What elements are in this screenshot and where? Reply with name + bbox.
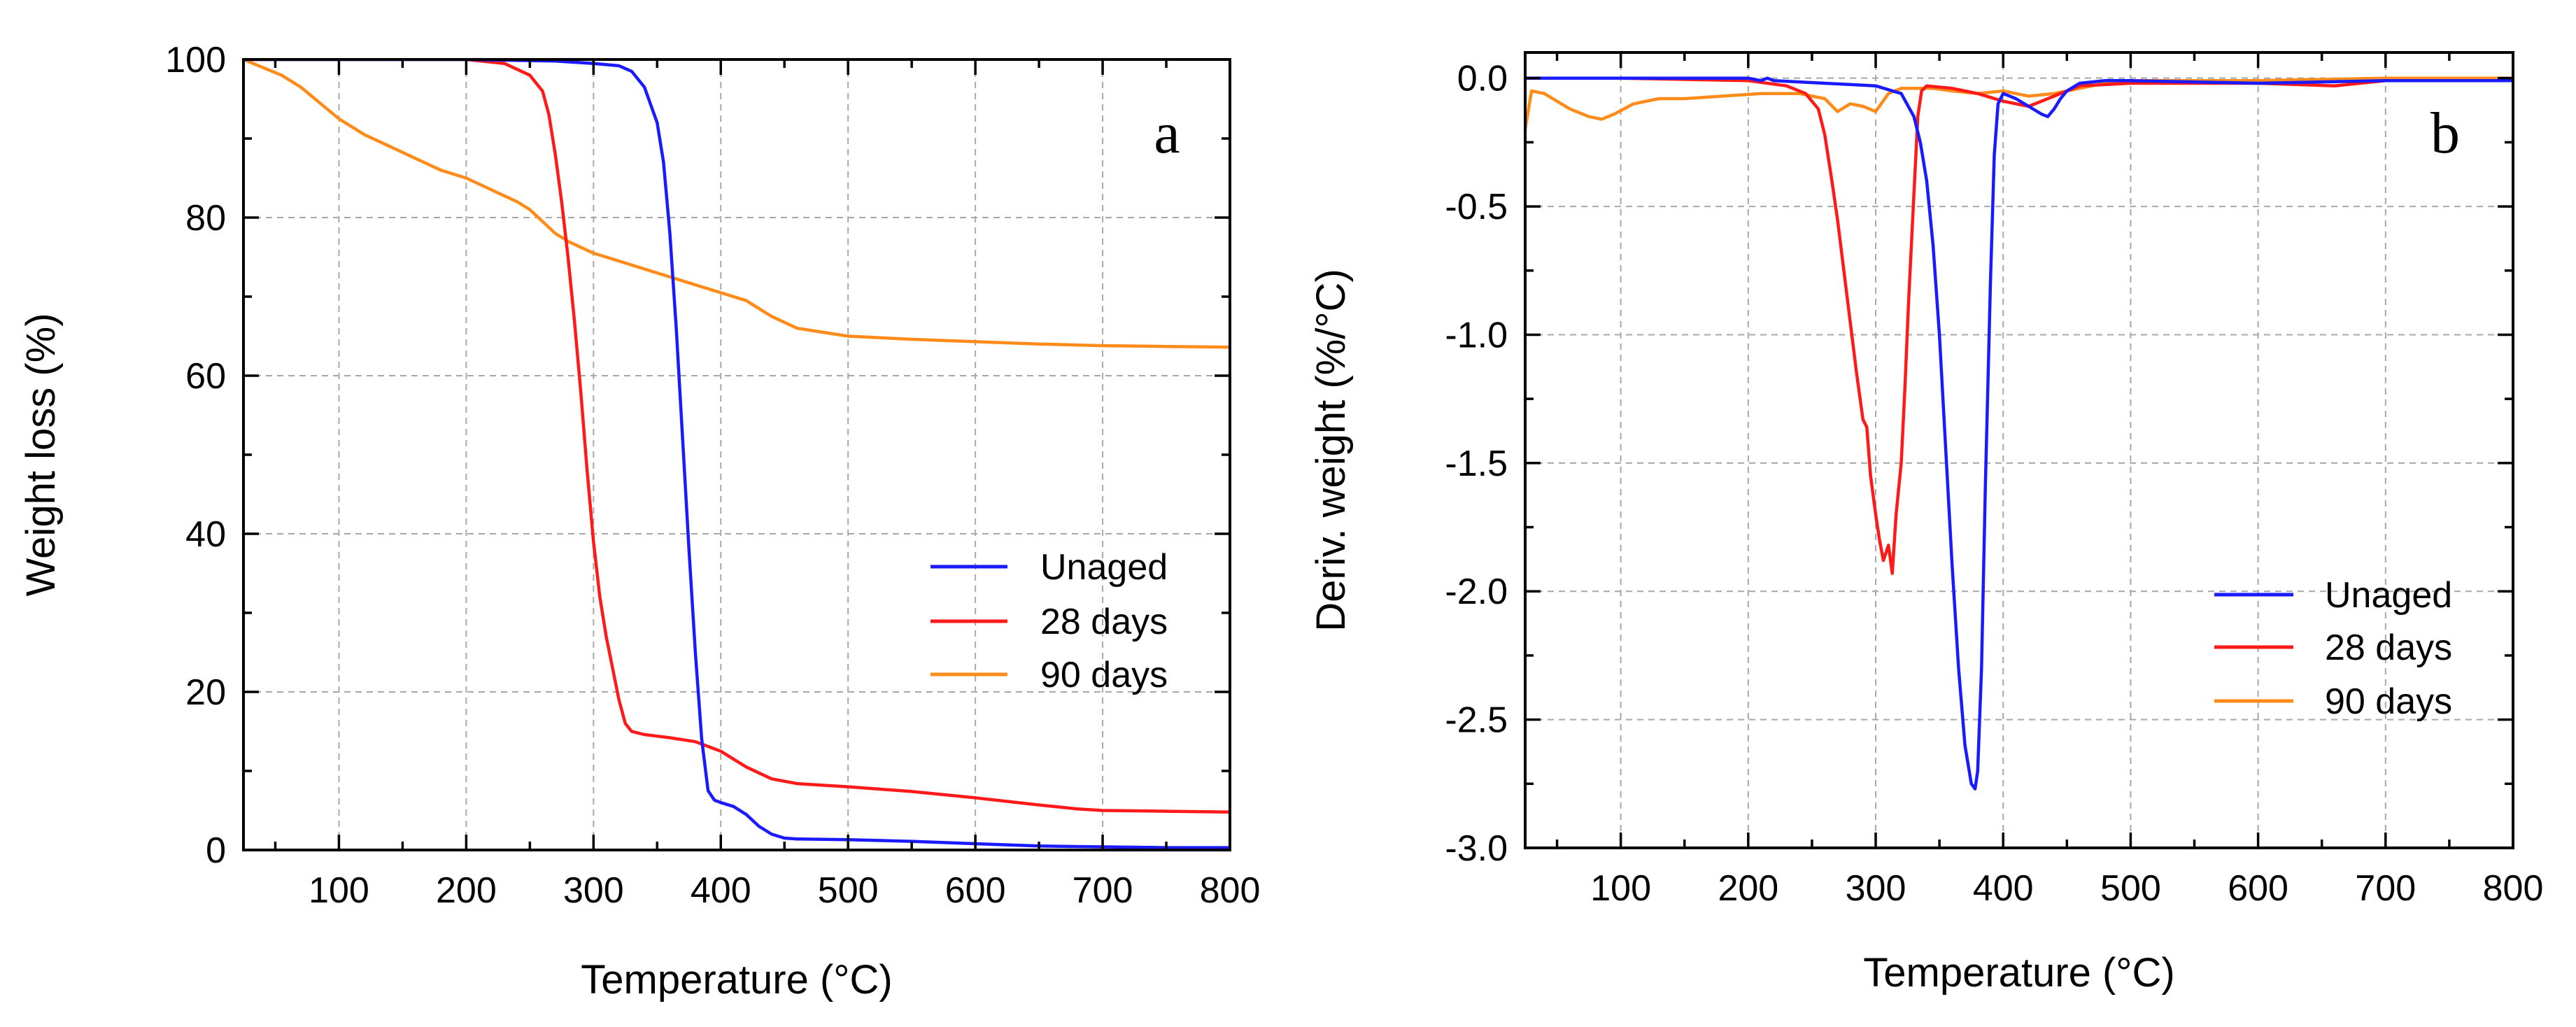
y-tick-label: 60	[185, 356, 226, 397]
legend: Unaged 28 days 90 days	[2214, 575, 2452, 722]
legend-label: 90 days	[1040, 655, 1168, 695]
y-tick-label: 100	[165, 40, 226, 80]
series-line-unaged	[243, 59, 1230, 849]
x-tick-label: 400	[1973, 868, 2034, 909]
x-tick-label: 600	[2228, 868, 2288, 909]
x-tick-label: 600	[945, 870, 1006, 911]
legend-label: 90 days	[2325, 681, 2452, 722]
legend-label: Unaged	[1040, 547, 1168, 588]
x-tick-label: 700	[1073, 870, 1133, 911]
chart-panel-b: 100 200 300 400 500 600 700 800 0.0 -0.5 -1.0 -1.5 -…	[1308, 51, 2544, 996]
series-group	[1525, 76, 2513, 791]
y-tick-label: -3.0	[1445, 828, 1508, 869]
series-line-unaged	[1525, 76, 2513, 791]
panel-letter: a	[1154, 101, 1180, 166]
x-axis: 100 200 300 400 500 600 700 800	[274, 59, 1261, 911]
x-tick-label: 800	[1200, 870, 1261, 911]
legend-label: Unaged	[2325, 575, 2452, 616]
chart-panel-a: 100 200 300 400 500 600 700 800 0 20 40 60 80 100 Temp…	[18, 40, 1260, 1003]
x-tick-label: 500	[2100, 868, 2161, 909]
x-tick-label: 200	[436, 870, 497, 911]
gridlines	[1525, 52, 2513, 848]
x-tick-label: 200	[1718, 868, 1778, 909]
plot-frame	[242, 58, 1231, 851]
y-tick-label: 0.0	[1457, 59, 1508, 99]
series-line-90-days	[243, 59, 1230, 349]
panel-letter: b	[2430, 101, 2460, 166]
y-tick-label: -1.0	[1445, 315, 1508, 355]
y-tick-label: 0	[206, 830, 226, 871]
x-tick-label: 800	[2483, 868, 2544, 909]
x-tick-label: 100	[309, 870, 369, 911]
x-axis-title: Temperature (°C)	[1863, 950, 2174, 996]
y-axis: 0 20 40 60 80 100	[165, 40, 1230, 871]
legend: Unaged 28 days 90 days	[930, 547, 1168, 695]
legend-label: 28 days	[1040, 602, 1168, 642]
x-axis-title: Temperature (°C)	[581, 957, 892, 1003]
y-tick-label: -2.5	[1445, 700, 1508, 741]
y-tick-label: 80	[185, 198, 226, 239]
plot-frame	[1524, 51, 2514, 849]
series-line-28-days	[243, 59, 1230, 814]
x-tick-label: 300	[1846, 868, 1906, 909]
y-axis: 0.0 -0.5 -1.0 -1.5 -2.0 -2.5 -3.0	[1445, 59, 2513, 869]
y-axis-title: Deriv. weight (%/°C)	[1308, 269, 1354, 631]
y-axis-title: Weight loss (%)	[18, 313, 64, 596]
series-group	[243, 59, 1230, 849]
gridlines	[243, 59, 1230, 850]
series-line-28-days	[1525, 76, 2513, 575]
x-tick-label: 400	[691, 870, 751, 911]
legend-label: 28 days	[2325, 628, 2452, 668]
x-tick-label: 700	[2355, 868, 2416, 909]
x-tick-label: 500	[818, 870, 879, 911]
y-tick-label: -0.5	[1445, 187, 1508, 227]
y-tick-label: 20	[185, 672, 226, 713]
y-tick-label: -2.0	[1445, 572, 1508, 612]
y-tick-label: 40	[185, 514, 226, 555]
y-tick-label: -1.5	[1445, 444, 1508, 484]
x-tick-label: 300	[563, 870, 624, 911]
x-axis: 100 200 300 400 500 600 700 800	[1555, 52, 2544, 909]
x-tick-label: 100	[1590, 868, 1651, 909]
